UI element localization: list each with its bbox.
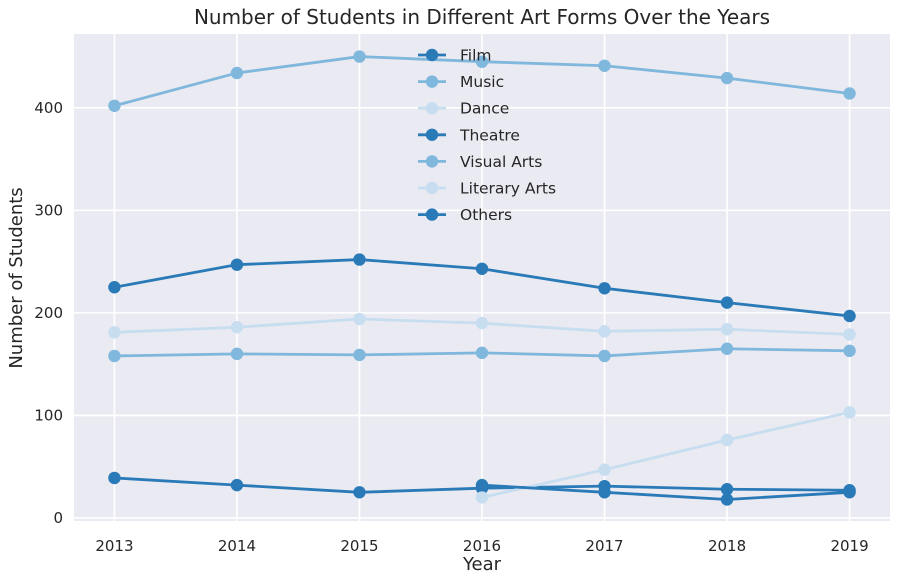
x-tick-labels: 2013 2014 2015 2016 2017 2018 2019: [95, 537, 868, 555]
legend-swatch-marker: [425, 48, 439, 62]
data-point: [475, 262, 489, 275]
data-point: [598, 282, 611, 295]
legend-item: Music: [418, 73, 504, 91]
data-point: [720, 493, 734, 506]
data-point: [353, 348, 366, 362]
data-point: [230, 478, 244, 492]
data-point: [843, 309, 856, 323]
x-tick-label: 2017: [585, 537, 623, 555]
data-point: [598, 463, 611, 476]
data-point: [475, 491, 489, 504]
legend-swatch-marker: [425, 102, 439, 115]
data-point: [843, 486, 856, 499]
legend-label: Music: [460, 73, 504, 91]
legend-label: Theatre: [459, 126, 520, 144]
legend-swatch-marker: [425, 155, 439, 168]
data-point: [230, 321, 244, 334]
data-point: [598, 486, 611, 499]
data-point: [230, 347, 244, 361]
legend-label: Others: [460, 206, 512, 224]
x-axis-label: Year: [462, 554, 502, 575]
legend-label: Dance: [460, 100, 509, 118]
data-point: [720, 342, 734, 355]
series-film: [108, 253, 856, 323]
series-line: [481, 410, 850, 499]
data-point: [230, 258, 244, 271]
x-tick-label: 2014: [218, 537, 256, 555]
data-point: [720, 323, 734, 336]
legend-swatch-marker: [425, 128, 439, 141]
data-point: [720, 433, 734, 447]
grid: [74, 34, 890, 521]
legend: Film Music Dance Theatre Visual Arts Literary…: [418, 47, 556, 224]
x-tick-label: 2018: [708, 537, 746, 555]
x-tick-label: 2015: [340, 537, 378, 555]
y-tick-label: 100: [34, 406, 63, 424]
legend-swatch-marker: [425, 208, 439, 221]
data-point: [353, 50, 366, 63]
y-axis-label: Number of Students: [6, 187, 27, 368]
data-point: [475, 478, 489, 492]
data-point: [475, 55, 489, 68]
legend-label: Film: [460, 47, 492, 65]
data-point: [353, 486, 366, 499]
data-point: [598, 59, 611, 72]
series-layer: [108, 50, 856, 506]
legend-item: Dance: [418, 100, 509, 118]
data-point: [475, 346, 489, 360]
legend-swatch-marker: [425, 181, 439, 195]
y-tick-label: 0: [53, 509, 63, 527]
data-point: [843, 87, 856, 100]
data-point: [108, 349, 121, 363]
data-point: [598, 325, 611, 338]
legend-item: Others: [418, 206, 512, 224]
x-tick-label: 2016: [463, 537, 501, 555]
legend-swatch-marker: [425, 75, 439, 88]
data-point: [230, 66, 244, 80]
data-point: [475, 316, 489, 330]
data-point: [108, 99, 121, 112]
series-literary-arts: [475, 406, 856, 504]
data-point: [720, 483, 734, 496]
data-point: [720, 296, 734, 309]
series-dance: [108, 312, 856, 341]
y-tick-labels: 0 100 200 300 400: [34, 99, 63, 527]
data-point: [843, 344, 856, 358]
data-point: [720, 71, 734, 85]
y-tick-label: 200: [34, 304, 63, 322]
x-tick-label: 2019: [830, 537, 868, 555]
data-point: [843, 406, 856, 419]
data-point: [353, 312, 366, 326]
series-music: [108, 50, 856, 112]
series-others: [475, 478, 856, 506]
legend-item: Film: [418, 47, 492, 65]
series-line: [481, 483, 850, 501]
data-point: [108, 471, 121, 485]
x-tick-label: 2013: [95, 537, 133, 555]
data-point: [843, 328, 856, 341]
y-tick-label: 300: [34, 201, 63, 219]
legend-label: Visual Arts: [460, 153, 542, 171]
chart-title: Number of Students in Different Art Form…: [194, 5, 770, 29]
legend-label: Literary Arts: [460, 180, 556, 198]
data-point: [353, 253, 366, 266]
series-visual-arts: [108, 342, 856, 363]
legend-item: Visual Arts: [418, 153, 542, 171]
data-point: [108, 326, 121, 339]
data-point: [598, 349, 611, 363]
legend-item: Theatre: [418, 126, 520, 144]
legend-item: Literary Arts: [418, 180, 556, 198]
y-tick-label: 400: [34, 99, 63, 117]
data-point: [108, 281, 121, 294]
